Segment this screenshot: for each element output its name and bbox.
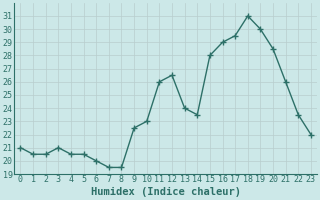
X-axis label: Humidex (Indice chaleur): Humidex (Indice chaleur) [91, 187, 241, 197]
